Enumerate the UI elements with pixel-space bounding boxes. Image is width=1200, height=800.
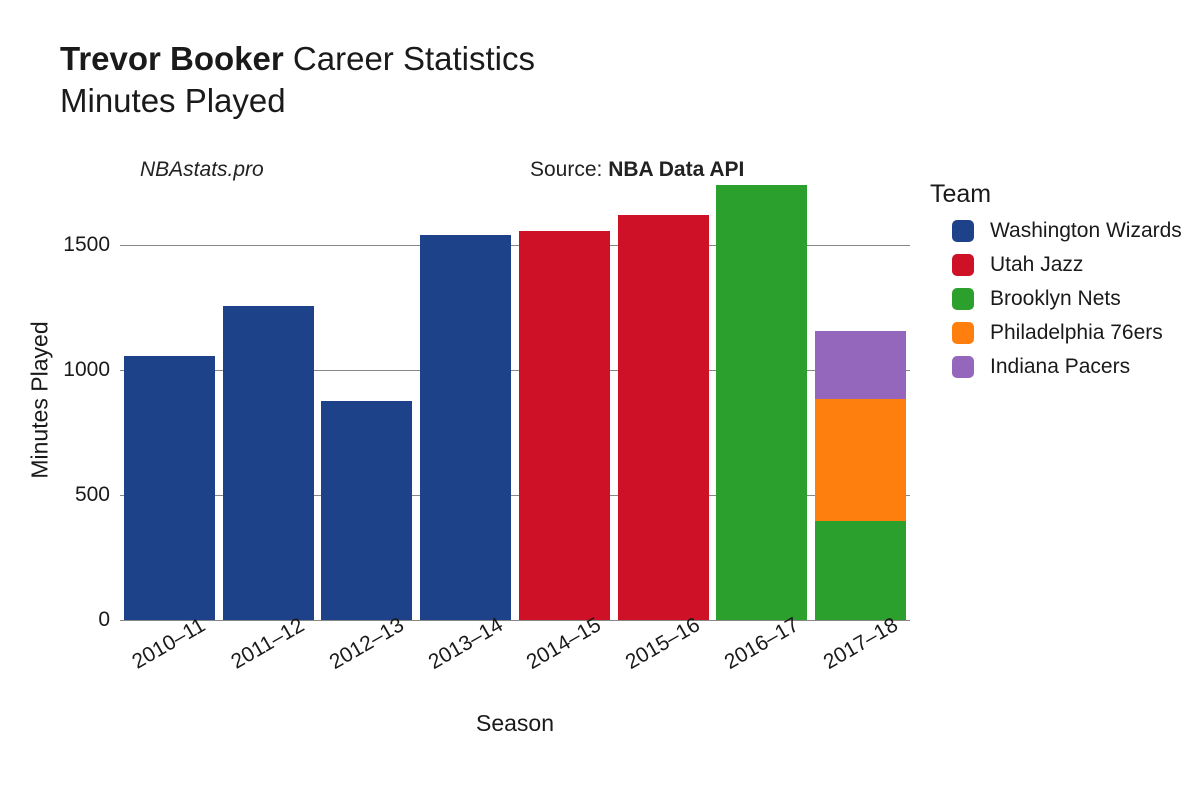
bar-segment [223, 306, 314, 620]
y-tick-label: 0 [98, 608, 110, 632]
y-tick-label: 1500 [63, 233, 110, 257]
legend-label: Utah Jazz [990, 253, 1083, 277]
x-tick-label: 2010–11 [129, 614, 210, 675]
x-tick-label: 2011–12 [227, 614, 308, 675]
x-tick-label: 2014–15 [523, 613, 606, 675]
legend-swatch [952, 288, 974, 310]
legend-label: Washington Wizards [990, 219, 1182, 243]
bar-group [223, 180, 314, 620]
legend-title: Team [930, 180, 1182, 209]
legend-label: Indiana Pacers [990, 355, 1130, 379]
credit-site: NBAstats.pro [140, 158, 264, 182]
bar-segment [815, 331, 906, 399]
legend-item: Washington Wizards [930, 219, 1182, 243]
legend-item: Utah Jazz [930, 253, 1182, 277]
bar-group [815, 180, 906, 620]
title-player-name: Trevor Booker [60, 40, 284, 77]
bar-segment [124, 356, 215, 620]
bar-group [519, 180, 610, 620]
legend-swatch [952, 220, 974, 242]
bar-segment [420, 235, 511, 620]
title-rest: Career Statistics [293, 40, 535, 77]
plot-area: 0500100015002010–112011–122012–132013–14… [120, 180, 910, 620]
bar-group [321, 180, 412, 620]
bar-group [124, 180, 215, 620]
bar-segment [618, 215, 709, 620]
bar-group [420, 180, 511, 620]
x-tick-label: 2017–18 [819, 613, 902, 675]
x-tick-label: 2012–13 [325, 613, 408, 675]
x-tick-label: 2016–17 [720, 613, 803, 675]
title-line2: Minutes Played [60, 82, 535, 120]
x-axis-title: Season [476, 710, 554, 737]
legend-item: Brooklyn Nets [930, 287, 1182, 311]
title-block: Trevor Booker Career Statistics Minutes … [60, 40, 535, 120]
bar-segment [716, 185, 807, 620]
bar-group [716, 180, 807, 620]
chart: 0500100015002010–112011–122012–132013–14… [60, 180, 850, 620]
chart-container: Trevor Booker Career Statistics Minutes … [0, 0, 1200, 800]
credit-source-prefix: Source: [530, 158, 608, 181]
legend: Team Washington Wizards Utah Jazz Brooklyn… [930, 180, 1182, 389]
legend-swatch [952, 356, 974, 378]
x-tick-label: 2015–16 [622, 613, 705, 675]
legend-swatch [952, 254, 974, 276]
bar-segment [321, 401, 412, 620]
bar-segment [815, 399, 906, 522]
y-tick-label: 500 [75, 483, 110, 507]
bar-group [618, 180, 709, 620]
legend-item: Indiana Pacers [930, 355, 1182, 379]
bar-segment [519, 231, 610, 620]
y-tick-label: 1000 [63, 358, 110, 382]
legend-label: Brooklyn Nets [990, 287, 1121, 311]
credit-source-name: NBA Data API [608, 158, 744, 181]
bar-segment [815, 521, 906, 620]
legend-item: Philadelphia 76ers [930, 321, 1182, 345]
legend-label: Philadelphia 76ers [990, 321, 1163, 345]
legend-swatch [952, 322, 974, 344]
y-axis-title: Minutes Played [27, 321, 54, 478]
x-tick-label: 2013–14 [424, 613, 507, 675]
title-line1: Trevor Booker Career Statistics [60, 40, 535, 78]
credit-source: Source: NBA Data API [530, 158, 744, 182]
